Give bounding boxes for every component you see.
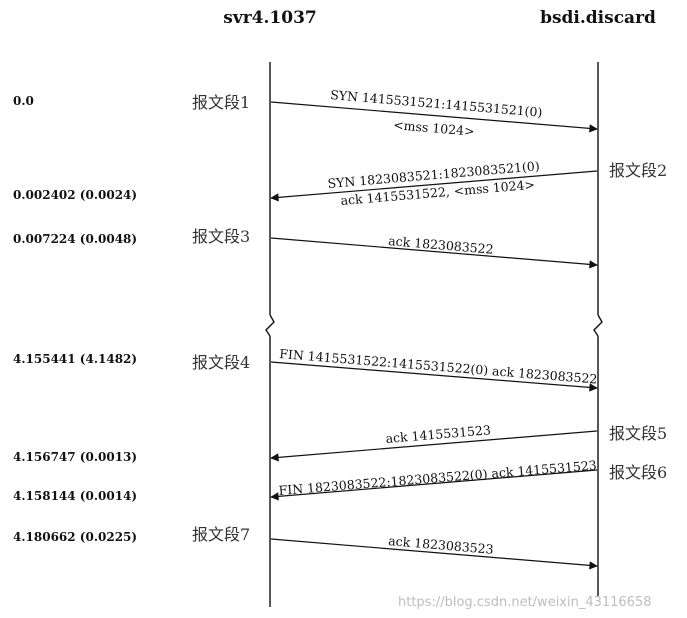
time-label: 0.0 [13,94,34,108]
segment-message: ack 1415531523 [385,422,491,446]
time-label: 4.158144 (0.0014) [13,489,137,503]
segment-arrow [270,430,598,462]
left-host-label: svr4.1037 [223,8,316,28]
left-timeline-break [265,314,275,337]
time-label: 0.007224 (0.0048) [13,232,137,246]
segment-arrow [270,170,598,202]
time-label: 4.180662 (0.0225) [13,530,137,544]
segment-arrow [270,469,598,501]
segment-label: 报文段5 [609,424,667,443]
segment-label: 报文段4 [192,353,250,372]
segment-arrow [270,237,598,269]
segment-message: ack 1823083522 [388,233,494,257]
segment-arrow [270,361,598,392]
time-label: 4.155441 (4.1482) [13,352,137,366]
segment-message: FIN 1823083522:1823083522(0) ack 1415531… [278,457,597,498]
segment-message: <mss 1024> [393,117,475,139]
time-label: 4.156747 (0.0013) [13,450,137,464]
segment-label: 报文段3 [192,227,250,246]
time-label: 0.002402 (0.0024) [13,188,137,202]
segment-label: 报文段2 [609,161,667,180]
segment-arrow [270,538,598,570]
segment-arrow [270,101,598,133]
watermark-text: https://blog.csdn.net/weixin_43116658 [398,595,652,610]
segment-message: SYN 1415531521:1415531521(0) [330,87,543,120]
right-host-label: bsdi.discard [540,8,656,28]
segment-label: 报文段1 [192,93,250,112]
segment-label: 报文段6 [609,463,667,482]
right-timeline-break [593,314,603,337]
segment-label: 报文段7 [192,525,250,544]
